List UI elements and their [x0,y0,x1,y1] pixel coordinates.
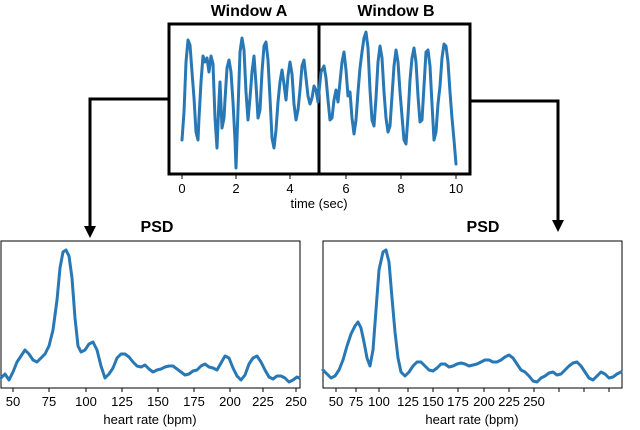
psd-left-tick-label: 250 [285,394,307,409]
top-tick-label: 10 [449,181,463,196]
psd-right-frame [322,240,623,389]
psd-right-tick-label: 50 [329,394,343,409]
psd-right-tick-label: 100 [368,394,390,409]
time-axis-label: time (sec) [290,196,347,211]
top-tick-label: 8 [397,181,404,196]
top-tick-label: 2 [232,181,239,196]
psd-left-x-ticks [12,388,297,392]
psd-left-tick-label: 50 [6,394,20,409]
top-tick-label: 0 [178,181,185,196]
psd-left-tick-label: 225 [252,394,274,409]
psd-right-tick-label: 150 [422,394,444,409]
left-arrowhead [84,226,96,238]
psd-right-tick-label: 200 [473,394,495,409]
psd-left-tick-label: 175 [183,394,205,409]
psd-right-axis-label: heart rate (bpm) [425,412,518,427]
psd-right-tick-label: 225 [498,394,520,409]
psd-right-tick-label: 175 [447,394,469,409]
psd-right-title: PSD [467,219,500,236]
psd-left-curve [0,248,301,384]
time-signal-line [180,30,458,170]
psd-left-tick-label: 200 [219,394,241,409]
psd-left-tick-label: 150 [147,394,169,409]
window-a-label: Window A [211,3,288,20]
psd-left-tick-label: 100 [75,394,97,409]
top-tick-label: 6 [342,181,349,196]
top-tick-label: 4 [286,181,293,196]
window-b-label: Window B [357,3,434,20]
psd-left-axis-label: heart rate (bpm) [103,412,196,427]
psd-right-curve [321,248,623,384]
psd-right-x-ticks [335,388,610,392]
psd-left-tick-label: 75 [42,394,56,409]
psd-left-title: PSD [141,219,174,236]
right-arrowhead [552,220,564,232]
right-connector-line [470,99,560,222]
psd-left-frame [0,240,301,389]
psd-left-tick-label: 125 [111,394,133,409]
psd-right-tick-label: 75 [349,394,363,409]
left-connector-line [88,97,169,228]
top-x-ticks [181,174,457,179]
psd-right-tick-label: 125 [397,394,419,409]
psd-right-tick-label: 250 [523,394,545,409]
